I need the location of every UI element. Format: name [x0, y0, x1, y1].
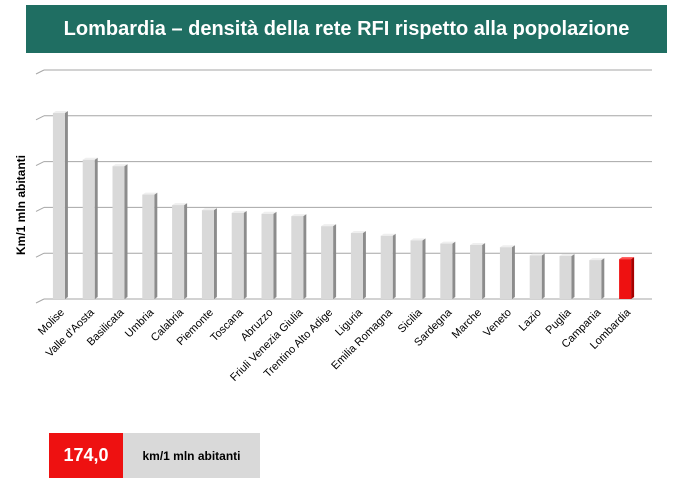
- bar-top: [440, 241, 456, 244]
- bar-front: [231, 212, 244, 299]
- bar-lazio: [529, 253, 545, 299]
- bar-side: [64, 111, 68, 299]
- bar-side: [392, 233, 396, 299]
- bar-puglia: [559, 253, 575, 299]
- bar-top: [82, 157, 98, 160]
- highlight-unit-box: km/1 mln abitanti: [123, 433, 260, 478]
- bar-front: [52, 113, 65, 299]
- bar-molise: [52, 111, 68, 299]
- bar-lombardia: [619, 257, 635, 299]
- y-tick: [35, 206, 45, 212]
- bar-side: [601, 258, 605, 299]
- bar-top: [321, 224, 337, 227]
- bar-side: [124, 164, 128, 299]
- bar-top: [112, 164, 128, 167]
- y-tick: [35, 115, 45, 121]
- bar-top: [231, 210, 247, 213]
- bar-sardegna: [440, 241, 456, 299]
- bar-front: [261, 213, 274, 299]
- bar-side: [541, 253, 545, 299]
- bar-front: [142, 194, 155, 299]
- bar-liguria: [350, 231, 366, 299]
- bar-calabria: [172, 203, 188, 299]
- bar-top: [380, 233, 396, 236]
- bar-abruzzo: [261, 211, 277, 299]
- bar-side: [213, 208, 217, 299]
- bar-side: [631, 257, 635, 299]
- bar-sicilia: [410, 238, 426, 299]
- bar-valle-d-aosta: [82, 157, 98, 299]
- y-tick: [35, 69, 45, 75]
- bar-campania: [589, 258, 605, 299]
- bar-front: [440, 243, 453, 299]
- bar-front: [529, 255, 542, 299]
- y-tick: [35, 298, 45, 304]
- bar-front: [350, 233, 363, 299]
- title-bar: Lombardia – densità della rete RFI rispe…: [26, 5, 667, 53]
- bar-marche: [470, 242, 486, 299]
- bar-top: [142, 192, 158, 195]
- bar-top: [589, 258, 605, 261]
- bar-top: [52, 111, 68, 114]
- bar-piemonte: [201, 208, 217, 299]
- bar-toscana: [231, 210, 247, 299]
- bar-side: [511, 245, 515, 299]
- highlight-value-box: 174,0: [49, 433, 123, 478]
- bar-side: [482, 242, 486, 299]
- bar-side: [333, 224, 337, 299]
- bar-top: [470, 242, 486, 245]
- bar-front: [619, 259, 632, 299]
- x-tick-label: Marche: [450, 307, 484, 341]
- bar-side: [422, 238, 426, 299]
- bar-front: [82, 159, 95, 299]
- bar-top: [172, 203, 188, 206]
- x-tick-label: Veneto: [481, 307, 514, 340]
- bar-side: [273, 211, 277, 299]
- bar-side: [303, 214, 307, 299]
- bar-top: [201, 208, 217, 211]
- bar-front: [380, 235, 393, 299]
- bar-side: [184, 203, 188, 299]
- bar-trentino-alto-adige: [321, 224, 337, 299]
- bar-top: [619, 257, 635, 260]
- bar-front: [410, 240, 423, 299]
- bar-top: [529, 253, 545, 256]
- bar-umbria: [142, 192, 158, 299]
- bar-basilicata: [112, 164, 128, 299]
- bar-top: [350, 231, 366, 234]
- bar-veneto: [499, 245, 515, 299]
- bar-top: [410, 238, 426, 241]
- bar-front: [470, 244, 483, 299]
- y-tick: [35, 252, 45, 258]
- bar-side: [452, 241, 456, 299]
- bar-front: [499, 247, 512, 299]
- chart-title: Lombardia – densità della rete RFI rispe…: [63, 17, 630, 40]
- bar-front: [291, 216, 304, 299]
- bars: [52, 111, 635, 299]
- bar-front: [559, 255, 572, 299]
- x-tick-label: Lazio: [517, 307, 544, 334]
- bar-side: [94, 157, 98, 299]
- bar-side: [243, 210, 247, 299]
- bar-top: [499, 245, 515, 248]
- bar-front: [201, 210, 214, 299]
- bar-side: [571, 253, 575, 299]
- bar-front: [172, 205, 185, 299]
- bar-side: [154, 192, 158, 299]
- bar-front: [112, 166, 125, 299]
- bar-top: [559, 253, 575, 256]
- y-tick: [35, 161, 45, 167]
- bar-side: [362, 231, 366, 299]
- bar-front: [321, 226, 334, 299]
- bar-front: [589, 260, 602, 299]
- bar-top: [291, 214, 307, 217]
- bar-emilia-romagna: [380, 233, 396, 299]
- bar-friuli-venezia-giulia: [291, 214, 307, 299]
- bar-top: [261, 211, 277, 214]
